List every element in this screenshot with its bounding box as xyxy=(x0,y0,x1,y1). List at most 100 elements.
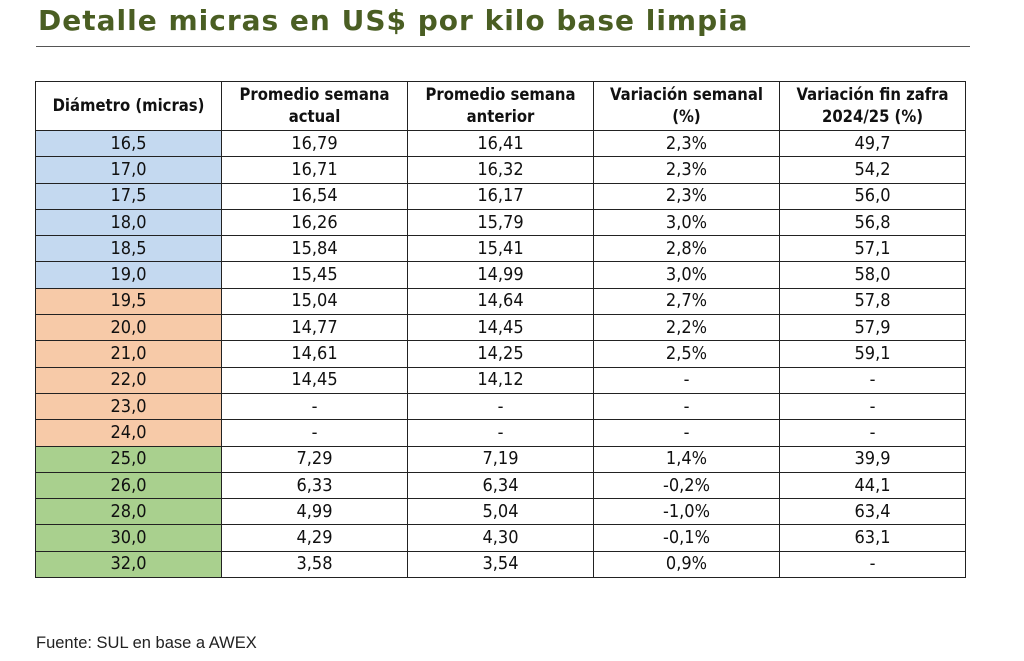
cell-season-change: 63,1 xyxy=(779,524,966,552)
cell-season-change: 56,8 xyxy=(779,208,966,237)
cell-diameter: 21,0 xyxy=(35,340,222,368)
header-line: actual xyxy=(288,107,341,126)
cell-current-week: 6,33 xyxy=(221,471,408,500)
cell-season-change: 56,0 xyxy=(779,182,966,210)
cell-weekly-change: 2,2% xyxy=(593,314,780,342)
cell-previous-week: 14,99 xyxy=(407,261,594,289)
table-header-row: Diámetro (micras) Promedio semana actual… xyxy=(35,81,966,131)
cell-current-week: 14,45 xyxy=(221,366,408,394)
table-row: 20,0 14,77 14,45 2,2% 57,9 xyxy=(35,314,966,342)
cell-previous-week: 14,12 xyxy=(407,366,594,394)
table-row: 16,5 16,79 16,41 2,3% 49,7 xyxy=(35,129,966,158)
cell-previous-week: - xyxy=(407,392,594,421)
cell-season-change: 54,2 xyxy=(779,156,966,184)
cell-season-change: 58,0 xyxy=(779,261,966,289)
cell-current-week: 7,29 xyxy=(221,445,408,473)
column-header-season-change: Variación fin zafra 2024/25 (%) xyxy=(779,81,966,131)
cell-diameter: 19,5 xyxy=(35,287,222,316)
cell-diameter: 18,0 xyxy=(35,208,222,237)
cell-weekly-change: -1,0% xyxy=(593,498,780,526)
cell-diameter: 32,0 xyxy=(35,550,222,579)
cell-weekly-change: -0,1% xyxy=(593,524,780,552)
cell-season-change: - xyxy=(779,419,966,447)
cell-weekly-change: -0,2% xyxy=(593,471,780,500)
cell-current-week: 16,71 xyxy=(221,156,408,184)
cell-weekly-change: 2,5% xyxy=(593,340,780,368)
column-header-weekly-change: Variación semanal (%) xyxy=(593,81,780,131)
cell-previous-week: 16,32 xyxy=(407,156,594,184)
header-line: anterior xyxy=(466,107,535,126)
cell-weekly-change: 3,0% xyxy=(593,208,780,237)
table-row: 26,0 6,33 6,34 -0,2% 44,1 xyxy=(35,471,966,500)
column-header-current-week: Promedio semana actual xyxy=(221,81,408,131)
cell-season-change: 39,9 xyxy=(779,445,966,473)
cell-diameter: 26,0 xyxy=(35,471,222,500)
header-line: (%) xyxy=(672,107,701,126)
cell-weekly-change: 3,0% xyxy=(593,261,780,289)
cell-season-change: 57,8 xyxy=(779,287,966,316)
cell-weekly-change: 1,4% xyxy=(593,445,780,473)
cell-diameter: 18,5 xyxy=(35,235,222,263)
cell-previous-week: - xyxy=(407,419,594,447)
header-line: Promedio semana xyxy=(425,85,576,104)
cell-diameter: 20,0 xyxy=(35,314,222,342)
cell-previous-week: 7,19 xyxy=(407,445,594,473)
cell-weekly-change: 2,3% xyxy=(593,129,780,158)
cell-previous-week: 15,41 xyxy=(407,235,594,263)
table-row: 19,0 15,45 14,99 3,0% 58,0 xyxy=(35,261,966,289)
micron-price-table: Diámetro (micras) Promedio semana actual… xyxy=(35,81,966,579)
cell-weekly-change: 2,8% xyxy=(593,235,780,263)
source-note: Fuente: SUL en base a AWEX xyxy=(36,634,257,652)
table-row: 19,5 15,04 14,64 2,7% 57,8 xyxy=(35,287,966,316)
cell-weekly-change: 2,7% xyxy=(593,287,780,316)
cell-current-week: 15,04 xyxy=(221,287,408,316)
cell-previous-week: 16,17 xyxy=(407,182,594,210)
cell-current-week: 15,45 xyxy=(221,261,408,289)
page-title: Detalle micras en US$ por kilo base limp… xyxy=(38,4,749,37)
table-row: 30,0 4,29 4,30 -0,1% 63,1 xyxy=(35,524,966,552)
cell-diameter: 28,0 xyxy=(35,498,222,526)
cell-season-change: 49,7 xyxy=(779,129,966,158)
cell-previous-week: 5,04 xyxy=(407,498,594,526)
cell-current-week: 14,77 xyxy=(221,314,408,342)
table-row: 28,0 4,99 5,04 -1,0% 63,4 xyxy=(35,498,966,526)
cell-current-week: 16,79 xyxy=(221,129,408,158)
cell-season-change: 59,1 xyxy=(779,340,966,368)
header-line: Variación fin zafra xyxy=(796,85,949,104)
cell-previous-week: 14,64 xyxy=(407,287,594,316)
cell-diameter: 17,0 xyxy=(35,156,222,184)
cell-season-change: - xyxy=(779,550,966,579)
cell-current-week: 16,54 xyxy=(221,182,408,210)
cell-current-week: 14,61 xyxy=(221,340,408,368)
cell-weekly-change: 0,9% xyxy=(593,550,780,579)
cell-previous-week: 14,45 xyxy=(407,314,594,342)
cell-current-week: 15,84 xyxy=(221,235,408,263)
cell-previous-week: 16,41 xyxy=(407,129,594,158)
cell-current-week: 16,26 xyxy=(221,208,408,237)
table-row: 24,0- - - - xyxy=(35,419,966,447)
cell-current-week: 3,58 xyxy=(221,550,408,579)
cell-previous-week: 4,30 xyxy=(407,524,594,552)
cell-diameter: 16,5 xyxy=(35,129,222,158)
cell-season-change: 44,1 xyxy=(779,471,966,500)
cell-season-change: - xyxy=(779,392,966,421)
cell-season-change: 57,9 xyxy=(779,314,966,342)
cell-current-week: 4,99 xyxy=(221,498,408,526)
table-row: 23,0- - - - xyxy=(35,392,966,421)
title-underline xyxy=(36,46,970,47)
cell-current-week: 4,29 xyxy=(221,524,408,552)
cell-weekly-change: - xyxy=(593,366,780,394)
cell-weekly-change: - xyxy=(593,392,780,421)
cell-diameter: 30,0 xyxy=(35,524,222,552)
header-line: Diámetro (micras) xyxy=(52,96,205,115)
header-line: Variación semanal xyxy=(610,85,763,104)
cell-weekly-change: - xyxy=(593,419,780,447)
cell-diameter: 22,0 xyxy=(35,366,222,394)
cell-current-week: - xyxy=(221,392,408,421)
cell-season-change: - xyxy=(779,366,966,394)
cell-previous-week: 3,54 xyxy=(407,550,594,579)
cell-diameter: 25,0 xyxy=(35,445,222,473)
table-row: 17,0 16,71 16,32 2,3% 54,2 xyxy=(35,156,966,184)
column-header-previous-week: Promedio semana anterior xyxy=(407,81,594,131)
cell-season-change: 63,4 xyxy=(779,498,966,526)
